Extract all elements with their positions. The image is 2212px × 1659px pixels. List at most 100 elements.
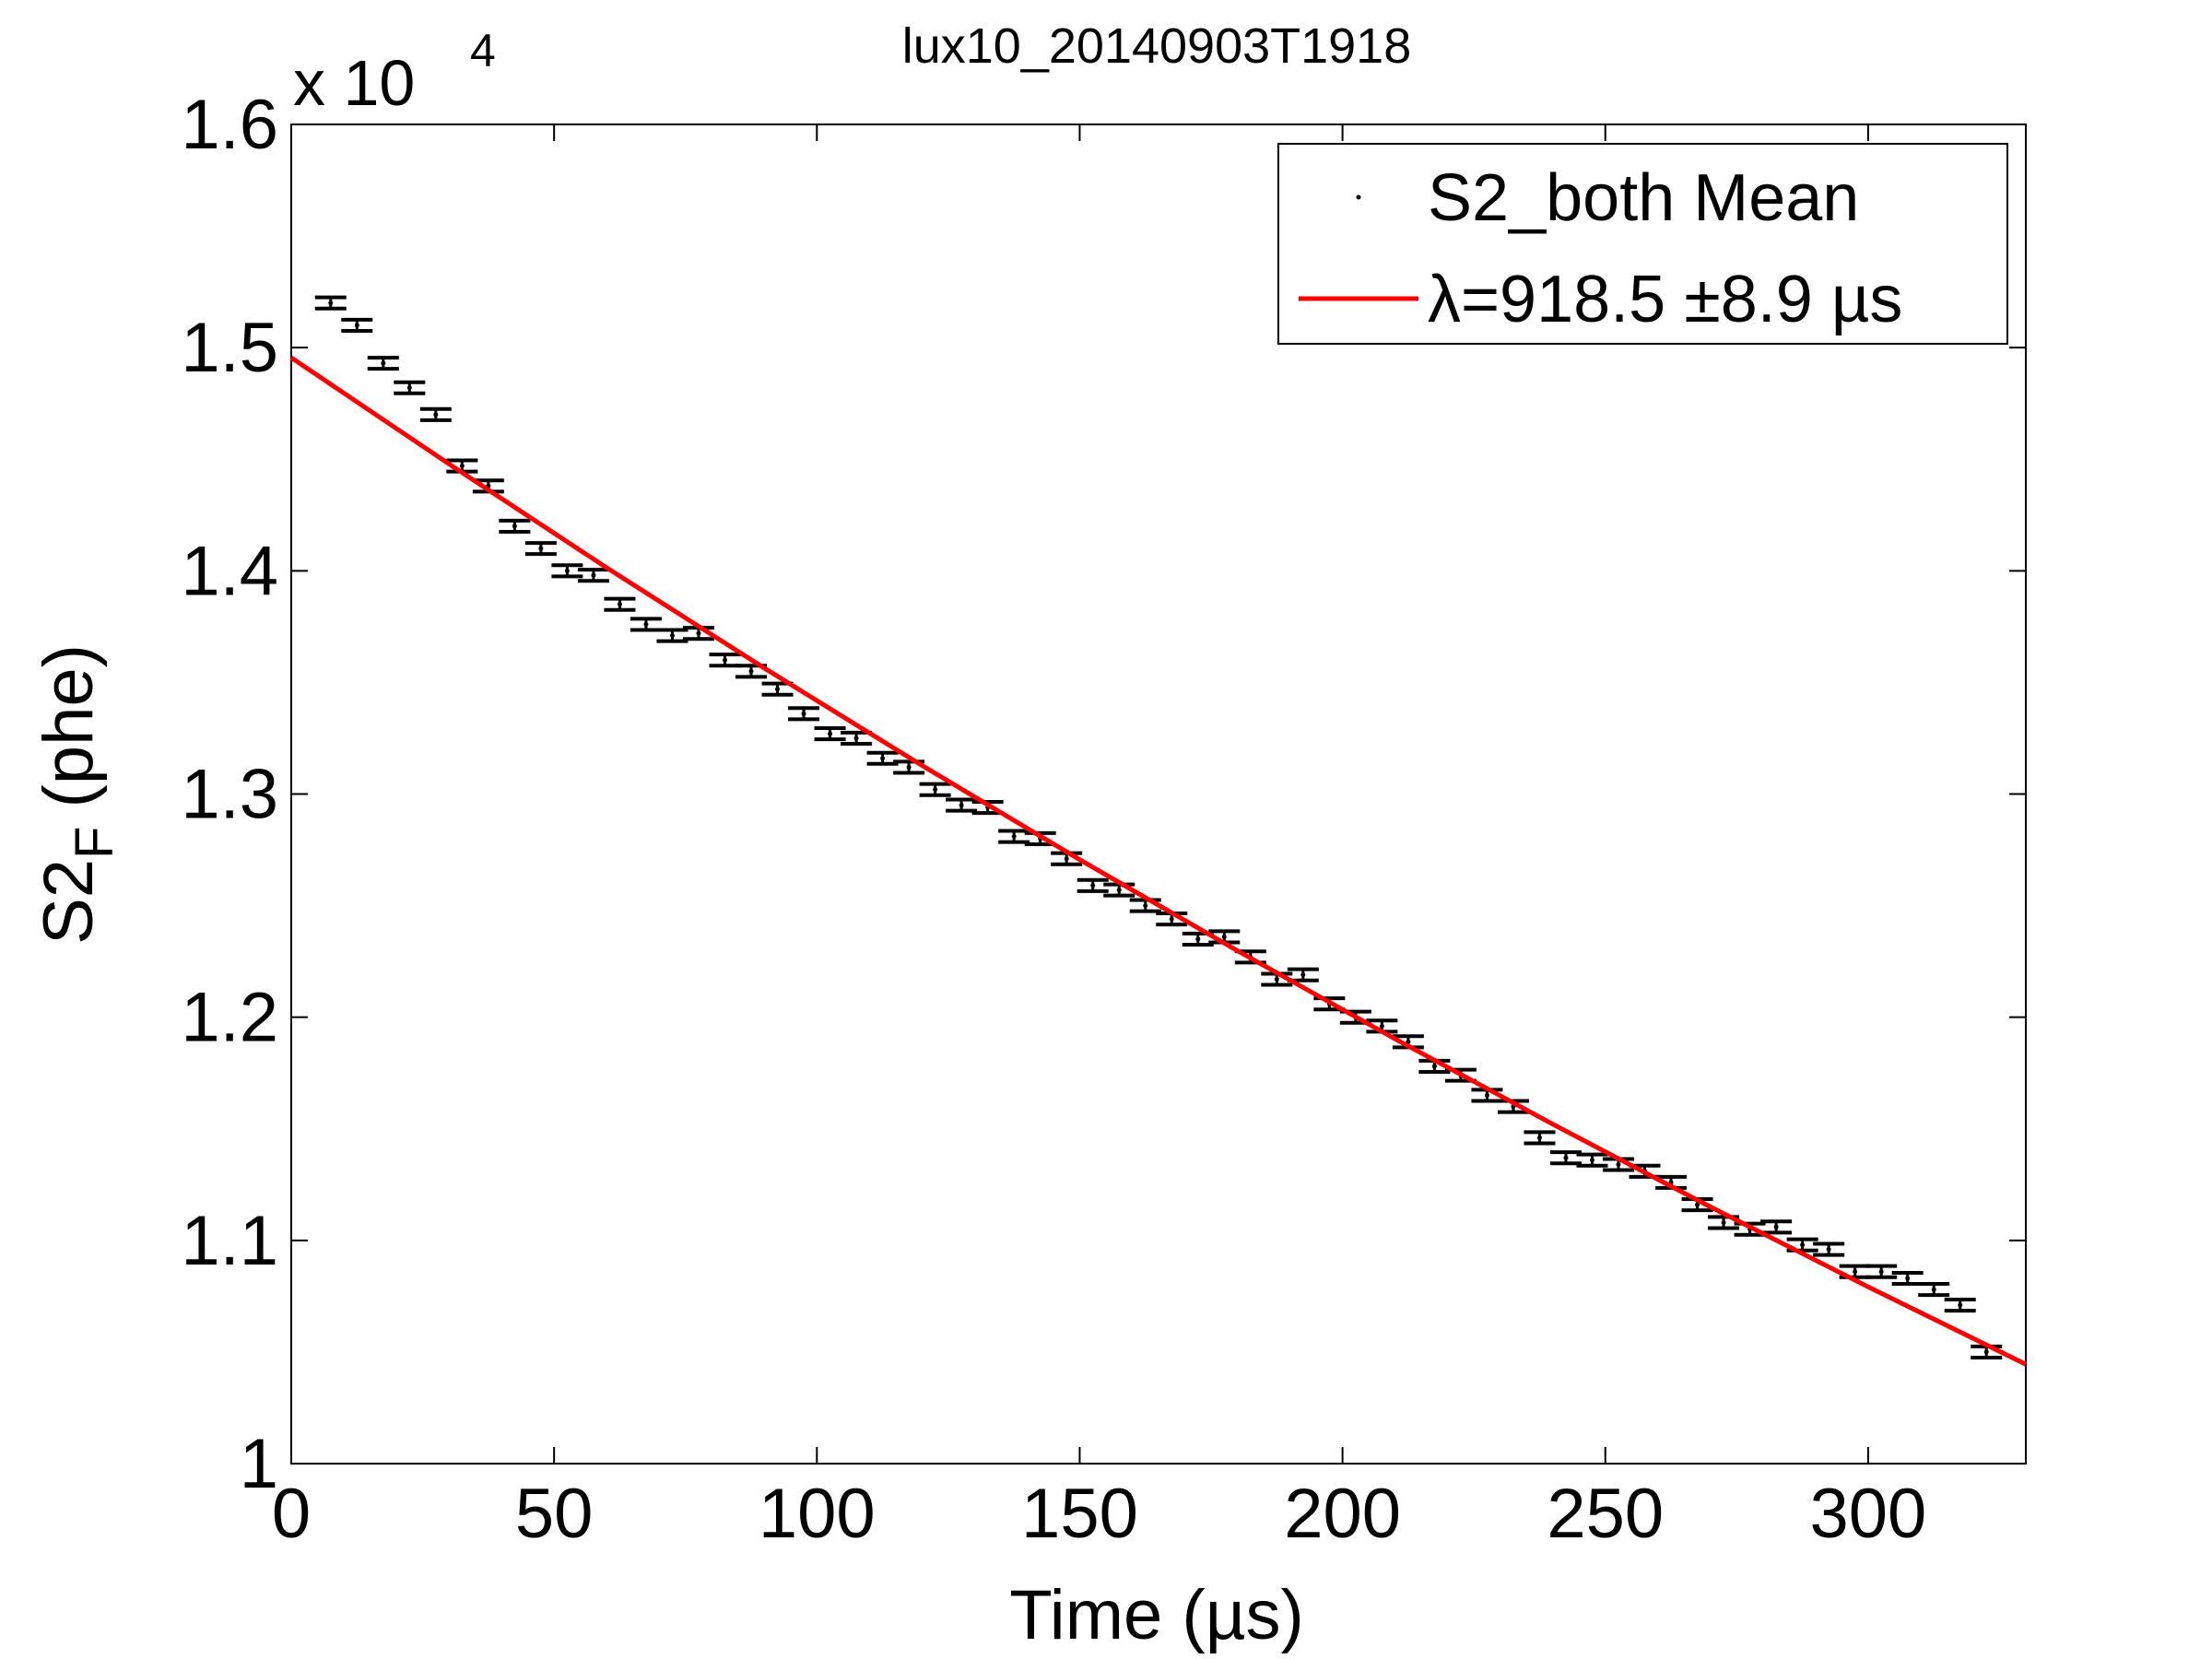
legend-label: λ=918.5 ±8.9 µs [1428,263,1902,336]
data-point [591,572,596,578]
data-point-group [946,797,978,813]
data-point [1431,1064,1437,1069]
data-point [828,731,833,736]
x-tick-label: 300 [1810,1475,1927,1553]
data-point-group [314,295,347,311]
fit-line [289,355,2028,1367]
data-point [406,385,412,391]
data-point-group [629,617,662,632]
x-tick-label: 150 [1021,1475,1138,1553]
data-point [1221,934,1227,939]
y-tick-label: 1.5 [181,309,278,387]
data-point-group [709,653,741,668]
data-point-group [866,750,899,766]
y-tick-label: 1.3 [181,756,278,834]
data-point-group [1760,1219,1793,1235]
y-tick-label: 1.4 [181,532,278,610]
data-point [1064,856,1069,862]
chart-title: lux10_20140903T1918 [902,18,1412,74]
data-point [459,464,465,469]
y-tick-label: 1 [240,1425,278,1503]
data-point [1563,1155,1569,1160]
data-point [1090,883,1096,888]
data-point [1300,972,1306,978]
data-point [564,568,570,573]
data-point [1143,903,1148,909]
x-axis-label: Time (µs) [1009,1576,1304,1654]
y-tick-label: 1.1 [181,1202,278,1280]
data-point-group [1576,1152,1608,1168]
data-point-group [998,829,1030,844]
data-point [1011,834,1017,840]
data-point [433,412,439,418]
y-multiplier: x 10 [293,47,415,119]
y-tick-label: 1.6 [181,86,278,164]
data-point-group [1865,1264,1898,1279]
data-point [801,711,806,716]
data-point [775,687,781,692]
y-axis-label: S2F (phe) [29,644,124,945]
data-point [1721,1219,1726,1225]
legend-label: S2_both Mean [1428,161,1859,235]
data-point-group [577,568,609,583]
data-point-group [1077,877,1109,893]
legend-box [1277,143,2008,345]
data-point [328,300,334,306]
data-point [880,756,886,761]
data-point [643,621,649,627]
legend: S2_both Mean λ=918.5 ±8.9 µs [1277,143,2008,345]
data-point [933,787,938,793]
data-point-group [394,380,426,395]
data-point [853,735,859,741]
data-point-group [656,628,688,643]
data-point-group [1944,1298,1976,1313]
data-point [1826,1247,1831,1253]
data-point-group [1891,1270,1924,1287]
data-point [1905,1276,1911,1281]
data-point-group [788,706,820,722]
data-point [1536,1135,1542,1140]
data-point-group [1813,1241,1845,1257]
data-point-group [1549,1150,1582,1166]
data-point [1195,936,1201,942]
x-tick-label: 100 [759,1475,876,1553]
data-point [381,360,386,366]
data-point [906,764,912,770]
data-point-group [604,596,636,612]
data-point [1116,888,1122,893]
x-tick-label: 200 [1284,1475,1401,1553]
data-point-group [499,518,531,534]
data-point [959,803,964,808]
y-label-unit: (phe) [29,644,108,807]
data-point [354,323,359,328]
data-point [1983,1349,1989,1355]
data-point [748,668,754,674]
data-point [1379,1023,1384,1029]
data-point [1931,1287,1936,1292]
legend-swatch [1356,194,1361,200]
data-point [1878,1269,1884,1275]
data-point [1958,1302,1963,1308]
data-point-group [1918,1282,1950,1298]
data-point [1616,1161,1621,1167]
y-tick-label: 1.2 [181,979,278,1057]
data-point-group [341,317,373,334]
data-point-group [419,406,452,422]
data-point-group [367,356,399,371]
data-point [538,546,544,551]
x-tick-label: 250 [1547,1475,1664,1553]
y-multiplier-exponent: 4 [470,25,496,76]
data-point [696,630,701,636]
data-point-group [551,563,583,579]
y-label-subscript: F [65,827,124,859]
data-point [1773,1224,1779,1230]
data-point [1695,1202,1700,1207]
data-point [512,524,517,529]
data-point-group [1524,1130,1556,1146]
x-tick-label: 0 [272,1475,311,1553]
x-tick-label: 50 [515,1475,594,1553]
data-point [617,602,622,607]
data-point [1853,1269,1858,1275]
data-point-group [524,541,557,557]
data-point [669,633,675,639]
